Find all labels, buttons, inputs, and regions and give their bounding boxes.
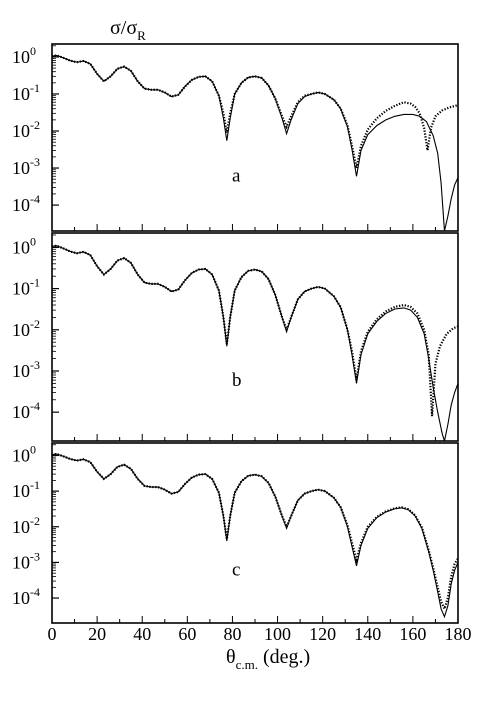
y-tick-label: 10-4 [12,192,40,215]
x-tick-label: 0 [48,624,57,644]
y-tick-base: 10 [12,320,30,340]
x-axis-title-sub: c.m. [236,657,258,672]
y-tick-exponent: -1 [30,81,40,95]
y-tick-label: 10-3 [12,549,40,572]
x-tick-label: 40 [133,624,151,644]
svg-text:θc.m. (deg.): θc.m. (deg.) [226,646,310,672]
y-tick-exponent: -2 [30,514,40,528]
y-tick-label: 10-4 [12,399,40,422]
x-tick-label: 20 [88,624,106,644]
panel-curves-b [52,244,458,441]
panel-curves-c [52,452,458,619]
x-tick-label: 100 [264,624,291,644]
y-tick-base: 10 [12,361,30,381]
panels: 10010-110-210-310-4a10010-110-210-310-4b… [12,43,459,624]
y-tick-exponent: -4 [30,585,40,599]
y-tick-label: 100 [12,442,36,465]
y-tick-base: 10 [12,121,30,141]
y-tick-base: 10 [12,552,30,572]
y-tick-label: 10-1 [12,276,40,299]
x-tick-label: 120 [309,624,336,644]
panel-frame-b [51,232,459,442]
y-tick-label: 10-3 [12,358,40,381]
y-axis-title-sub: R [137,28,146,43]
y-tick-exponent: 0 [30,44,36,58]
y-tick-label: 100 [12,234,36,257]
y-axis-title-main: σ/σ [110,17,137,39]
y-tick-base: 10 [12,195,30,215]
y-tick-base: 10 [12,481,30,501]
y-tick-exponent: -4 [30,192,40,206]
dotted-curve-b [52,244,458,417]
panel-letter-b: b [232,370,242,391]
y-tick-label: 10-1 [12,81,40,104]
y-tick-exponent: -3 [30,155,40,169]
solid-curve-c [52,453,458,619]
y-tick-base: 10 [12,158,30,178]
y-tick-label: 10-2 [12,514,40,537]
y-tick-exponent: 0 [30,234,36,248]
x-axis-title-unit: (deg.) [258,646,310,668]
x-tick-label: 60 [178,624,196,644]
y-tick-label: 10-4 [12,585,40,608]
y-tick-exponent: -3 [30,549,40,563]
panel-letter-a: a [232,165,241,186]
y-tick-base: 10 [12,445,30,465]
panel-frame-c [51,442,459,624]
x-tick-label: 160 [399,624,426,644]
panel-letter-c: c [232,559,240,580]
x-tick-label: 140 [354,624,381,644]
x-tick-label: 80 [223,624,241,644]
y-tick-label: 10-3 [12,155,40,178]
y-tick-base: 10 [12,47,30,67]
x-axis-ticks: 0 20 40 60 80 100 120 140 160 180 [48,624,472,644]
panel-curves-a [52,54,458,231]
y-axis-title: σ/σR [110,17,146,43]
y-tick-base: 10 [12,237,30,257]
x-axis-title: θc.m. (deg.) [226,646,310,672]
y-tick-base: 10 [12,84,30,104]
y-tick-label: 10-1 [12,478,40,501]
panel-frame-a [51,43,459,232]
y-tick-exponent: -1 [30,478,40,492]
dotted-curve-c [52,452,458,612]
solid-curve-b [52,245,458,441]
y-tick-exponent: -3 [30,358,40,372]
y-tick-exponent: 0 [30,442,36,456]
y-tick-exponent: -4 [30,399,40,413]
y-tick-base: 10 [12,279,30,299]
solid-curve-a [52,54,458,231]
x-tick-label: 180 [445,624,472,644]
y-tick-base: 10 [12,588,30,608]
y-tick-base: 10 [12,402,30,422]
svg-text:σ/σR: σ/σR [110,17,146,43]
y-tick-label: 10-2 [12,118,40,141]
y-tick-label: 100 [12,44,36,67]
y-tick-exponent: -2 [30,118,40,132]
x-axis-title-main: θ [226,646,236,668]
y-tick-base: 10 [12,517,30,537]
dotted-curve-a [52,54,458,169]
y-tick-exponent: -1 [30,276,40,290]
y-tick-exponent: -2 [30,317,40,331]
y-tick-label: 10-2 [12,317,40,340]
